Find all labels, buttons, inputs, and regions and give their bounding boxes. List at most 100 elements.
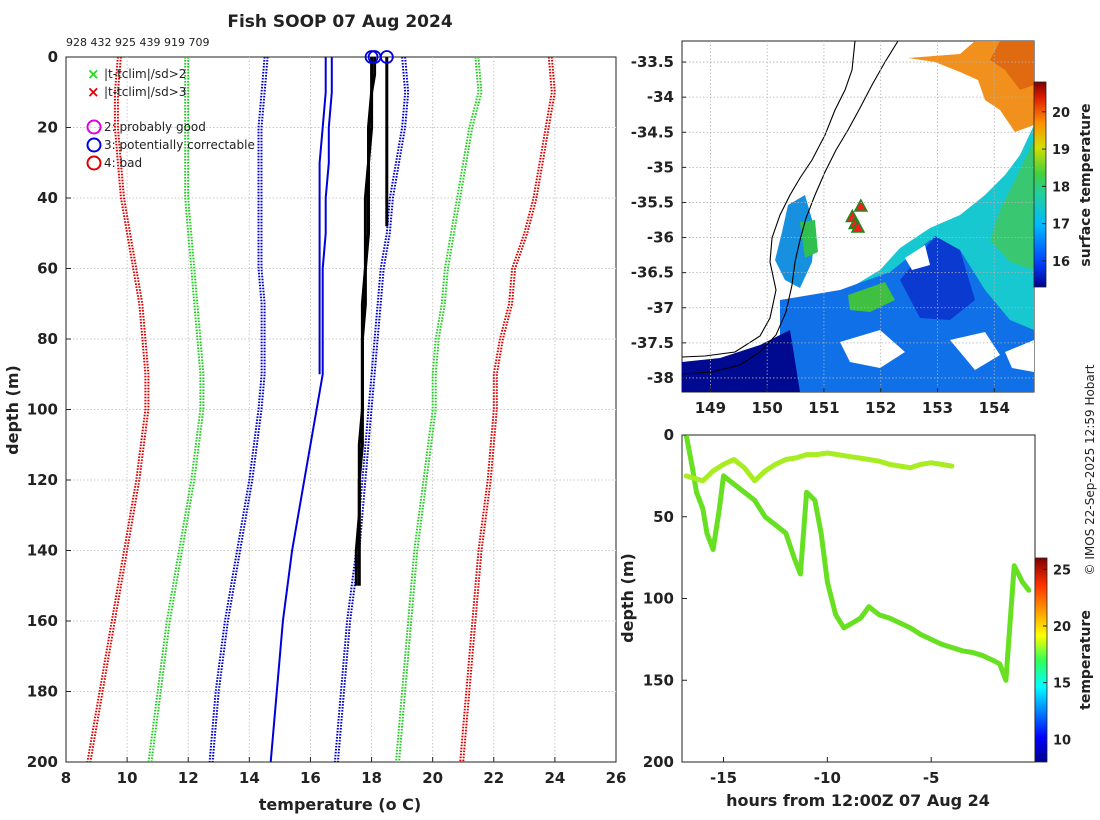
y-tick-label: 120 bbox=[27, 471, 58, 489]
colorbar-tick-label: 20 bbox=[1053, 620, 1071, 635]
profile-line bbox=[150, 57, 205, 763]
profile-line bbox=[208, 56, 266, 763]
depth-track bbox=[683, 435, 1032, 683]
profile-x-ticks: 8 10 12 14 16 18 20 22 24 26 bbox=[61, 757, 626, 787]
colorbar-tick-label: 17 bbox=[1052, 218, 1070, 233]
legend-item: 2: probably good bbox=[86, 119, 206, 135]
x-tick-label: 22 bbox=[483, 769, 504, 787]
timeseries-panel: -15 -10 -5 0 50 100 150 200 hours from 12:00Z … bbox=[618, 426, 1094, 810]
y-tick-label: 60 bbox=[37, 260, 58, 278]
x-tick-label: 24 bbox=[544, 769, 565, 787]
observation-markers bbox=[845, 198, 869, 233]
y-tick-label: 40 bbox=[37, 189, 58, 207]
colorbar-tick-label: 25 bbox=[1053, 563, 1071, 578]
x-tick-label: -10 bbox=[814, 769, 841, 787]
legend-label: 4: bad bbox=[104, 156, 142, 170]
legend-marker-x-red: × bbox=[87, 83, 100, 101]
legend-label: 2: probably good bbox=[104, 120, 206, 134]
depth-track bbox=[683, 450, 955, 484]
profile-flag-markers bbox=[364, 50, 394, 64]
sst-green-patch bbox=[848, 282, 895, 312]
timeseries-series bbox=[683, 435, 1032, 683]
profile-line bbox=[318, 57, 327, 375]
sst-inshore-green bbox=[800, 220, 818, 258]
timeseries-x-axis-label: hours from 12:00Z 07 Aug 24 bbox=[726, 791, 990, 810]
y-tick-label: 200 bbox=[27, 753, 58, 771]
x-tick-label: -15 bbox=[710, 769, 737, 787]
colorbar-tick-label: 16 bbox=[1052, 255, 1070, 270]
legend-item: 4: bad bbox=[86, 155, 142, 171]
cloud-gap bbox=[1005, 340, 1034, 372]
y-tick-label: -37.5 bbox=[631, 334, 674, 352]
y-tick-label: 100 bbox=[27, 401, 58, 419]
profile-grid bbox=[66, 57, 616, 762]
y-tick-label: 0 bbox=[48, 48, 58, 66]
flag-marker bbox=[379, 50, 394, 64]
shelf-contour bbox=[682, 41, 899, 375]
y-tick-label: 0 bbox=[664, 426, 674, 444]
x-tick-label: 150 bbox=[752, 399, 783, 417]
sst-map-panel: 149 150 151 152 153 154 -33.5 -34 -34.5 -35 -35.5… bbox=[631, 40, 1094, 417]
y-tick-label: 180 bbox=[27, 683, 58, 701]
profile-line bbox=[354, 57, 377, 586]
cloud-gap bbox=[840, 330, 905, 368]
x-tick-label: 8 bbox=[61, 769, 71, 787]
profile-line bbox=[462, 56, 556, 763]
y-tick-label: 140 bbox=[27, 542, 58, 560]
profile-panel: 8 10 12 14 16 18 20 22 24 26 0 20 40 60 80 100 120 140 16… bbox=[3, 48, 626, 814]
legend-marker-circle-blue bbox=[86, 137, 102, 153]
profile-x-axis-label: temperature (o C) bbox=[259, 795, 421, 814]
timeseries-x-ticks: -15 -10 -5 bbox=[710, 757, 940, 787]
map-x-ticks: 149 150 151 152 153 154 bbox=[695, 41, 1010, 417]
sst-colorbar-label: surface temperature bbox=[1078, 103, 1094, 266]
x-tick-label: 18 bbox=[361, 769, 382, 787]
legend-marker-x-green: × bbox=[87, 65, 100, 83]
y-tick-label: -37 bbox=[647, 299, 674, 317]
observation-marker bbox=[850, 219, 866, 233]
y-tick-label: -35.5 bbox=[631, 193, 674, 211]
x-tick-label: 149 bbox=[695, 399, 726, 417]
cloud-gap bbox=[950, 332, 1000, 370]
profile-line bbox=[395, 56, 480, 763]
x-tick-label: 152 bbox=[865, 399, 896, 417]
colorbar-tick-label: 15 bbox=[1053, 677, 1071, 692]
profile-ids: 928 432 925 439 919 709 bbox=[66, 36, 209, 49]
credit-text: © IMOS 22-Sep-2025 12:59 Hobart bbox=[1083, 364, 1097, 575]
legend-item: 3: potentially correctable bbox=[86, 137, 255, 153]
temperature-colorbar bbox=[1034, 557, 1048, 763]
profile-line bbox=[336, 56, 410, 763]
profile-y-axis-label: depth (m) bbox=[3, 365, 22, 455]
x-tick-label: 151 bbox=[808, 399, 839, 417]
profile-line bbox=[211, 56, 269, 763]
legend-item: × |t-tclim|/sd>2 bbox=[87, 65, 186, 83]
legend-marker-circle-magenta bbox=[86, 119, 102, 135]
x-tick-label: 20 bbox=[422, 769, 443, 787]
figure-title: Fish SOOP 07 Aug 2024 bbox=[227, 12, 453, 32]
profile-line bbox=[459, 56, 553, 763]
profile-x-axis-label-unit: (o C) bbox=[378, 795, 421, 814]
y-tick-label: -36.5 bbox=[631, 264, 674, 282]
profile-line bbox=[86, 56, 147, 763]
colorbar-tick-label: 10 bbox=[1053, 733, 1071, 748]
coastline bbox=[682, 41, 856, 358]
y-tick-label: 200 bbox=[643, 753, 674, 771]
x-tick-label: 153 bbox=[922, 399, 953, 417]
y-tick-label: -36 bbox=[647, 229, 674, 247]
legend-label: 3: potentially correctable bbox=[104, 138, 255, 152]
sst-colorbar-ticks: 16 17 18 19 20 bbox=[1042, 106, 1070, 270]
y-tick-label: -38 bbox=[647, 369, 674, 387]
x-tick-label: 14 bbox=[239, 769, 260, 787]
y-tick-label: 80 bbox=[37, 330, 58, 348]
x-tick-label: 12 bbox=[178, 769, 199, 787]
profile-line bbox=[269, 57, 333, 763]
legend-label: |t-tclim|/sd>3 bbox=[104, 85, 186, 99]
profile-line bbox=[398, 56, 483, 763]
sst-cold-southwest bbox=[682, 330, 800, 392]
y-tick-label: -35 bbox=[647, 158, 674, 176]
profile-line bbox=[333, 56, 407, 763]
colorbar-tick-label: 20 bbox=[1052, 106, 1070, 121]
x-tick-label: 10 bbox=[117, 769, 138, 787]
profile-series bbox=[86, 56, 556, 763]
profile-y-ticks: 0 20 40 60 80 100 120 140 160 180 200 bbox=[27, 48, 71, 771]
